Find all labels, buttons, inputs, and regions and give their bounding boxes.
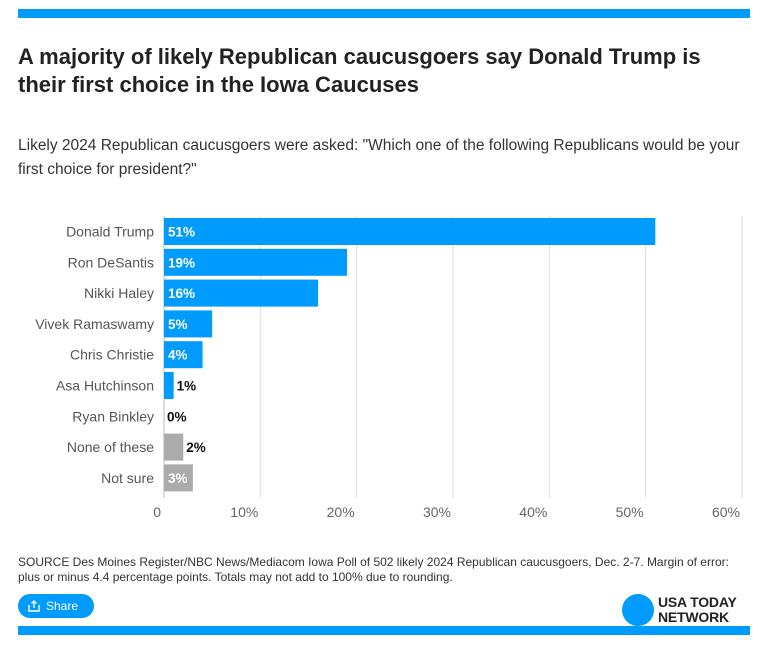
logo-line-1: USA TODAY: [658, 594, 737, 610]
data-label: 3%: [168, 471, 188, 486]
data-label: 16%: [168, 286, 195, 301]
bar: [164, 310, 213, 338]
bar: [164, 464, 193, 492]
x-tick-label: 40%: [519, 504, 547, 520]
category-label: Not sure: [101, 470, 154, 486]
bottom-accent-bar: [18, 626, 750, 635]
logo-line-2: NETWORK: [658, 609, 729, 625]
category-label: Ron DeSantis: [68, 254, 154, 270]
source-note: SOURCE Des Moines Register/NBC News/Medi…: [18, 555, 729, 584]
category-label: None of these: [67, 439, 154, 455]
x-tick-label: 50%: [616, 504, 644, 520]
x-tick-label: 0: [153, 504, 161, 520]
data-label: 2%: [186, 440, 206, 455]
category-label: Ryan Binkley: [72, 408, 154, 424]
share-label: Share: [46, 599, 79, 613]
top-accent-bar: [18, 9, 750, 18]
category-label: Vivek Ramaswamy: [35, 316, 154, 332]
data-label: 19%: [168, 255, 195, 270]
bar: [164, 279, 319, 307]
category-label: Donald Trump: [66, 224, 154, 240]
data-label: 5%: [168, 317, 188, 332]
x-tick-label: 60%: [712, 504, 740, 520]
x-tick-label: 30%: [423, 504, 451, 520]
x-tick-label: 20%: [327, 504, 355, 520]
bar: [164, 433, 184, 461]
data-label: 4%: [168, 348, 188, 363]
x-tick-label: 10%: [230, 504, 258, 520]
category-label: Chris Christie: [70, 347, 154, 363]
bar: [164, 248, 348, 276]
chart-title: A majority of likely Republican caucusgo…: [18, 44, 701, 97]
data-label: 51%: [168, 225, 195, 240]
data-label: 0%: [167, 409, 187, 424]
bar-chart: 0 10% 20% 30% 40% 50% 60% Donald Trump 51% Ron De…: [35, 216, 743, 520]
logo-circle-icon: [622, 594, 654, 626]
usa-today-network-logo[interactable]: USA TODAY NETWORK: [622, 594, 752, 626]
chart-subtitle: Likely 2024 Republican caucusgoers were …: [18, 137, 740, 178]
bar: [164, 341, 203, 369]
category-label: Asa Hutchinson: [56, 378, 154, 394]
share-icon: [28, 600, 40, 612]
bar: [164, 218, 656, 245]
logo-text: USA TODAY NETWORK: [658, 595, 737, 625]
category-label: Nikki Haley: [84, 285, 154, 301]
share-button[interactable]: Share: [18, 594, 94, 618]
bar: [164, 372, 174, 399]
data-label: 1%: [177, 379, 197, 394]
